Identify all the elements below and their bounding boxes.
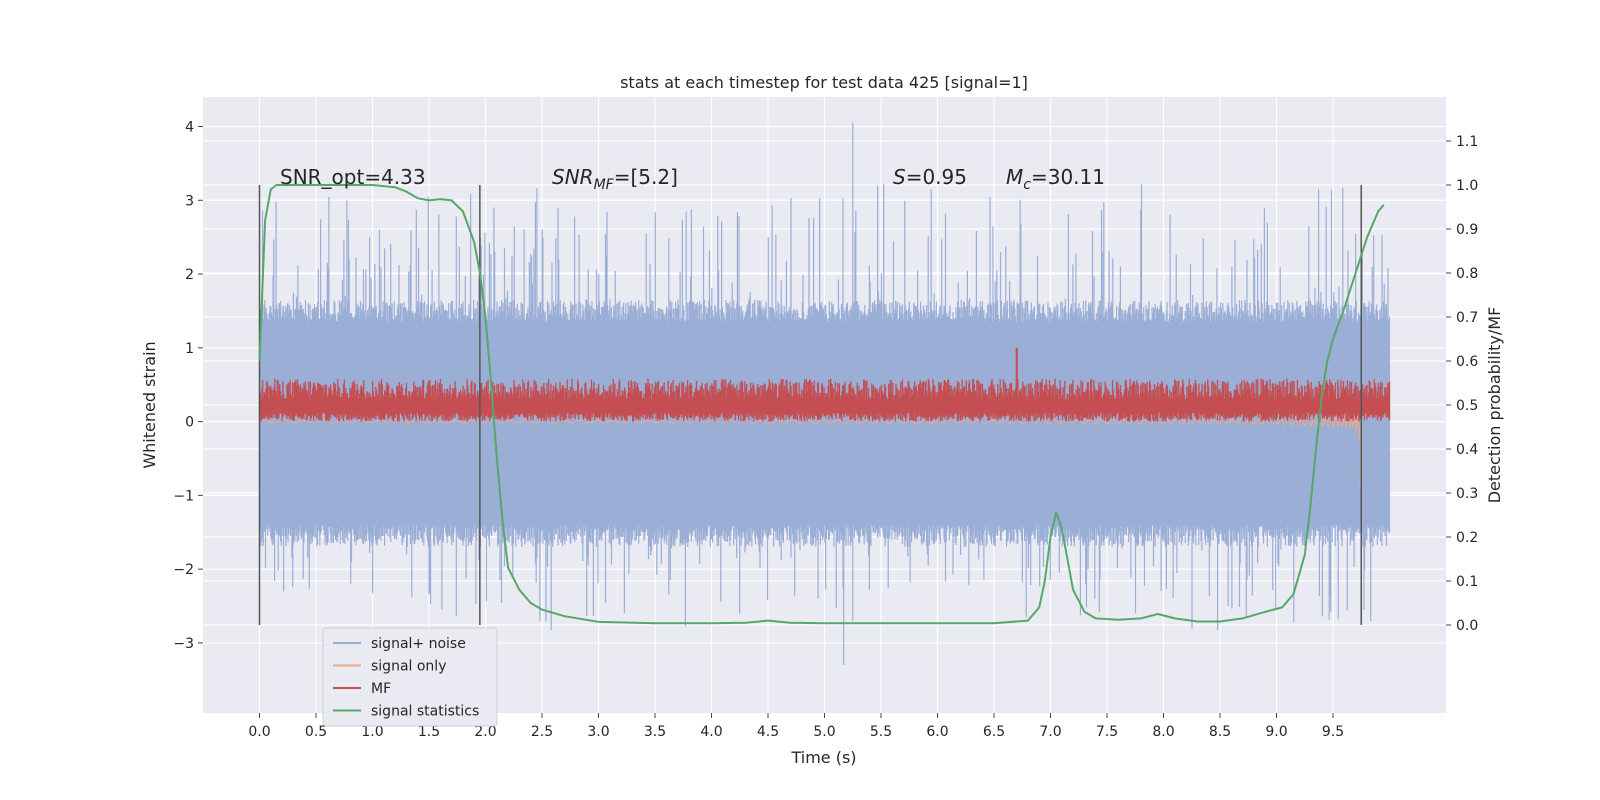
right-y-tick-label: 0.0 — [1456, 618, 1478, 634]
x-tick-label: 6.0 — [926, 724, 948, 740]
s-label: S — [893, 165, 906, 189]
right-y-tick-label: 1.0 — [1456, 178, 1478, 194]
x-axis-ticks: 0.0 0.5 1.0 1.5 2.0 2.5 3.0 3.5 4.0 4.5 5.0 5.5 6.0 6… — [248, 713, 1344, 740]
x-tick-label: 6.5 — [983, 724, 1005, 740]
right-y-axis-ticks: 1.1 1.0 0.9 0.8 0.7 0.6 0.5 0.4 0.3 0.2 0.1 0.0 — [1446, 134, 1478, 634]
right-y-tick-label: 0.2 — [1456, 530, 1478, 546]
y-tick-label: 2 — [185, 267, 194, 283]
annotation-snr-mf: SNRMF=[5.2] — [552, 165, 678, 193]
x-tick-label: 9.0 — [1265, 724, 1287, 740]
signal-statistics-line — [258, 184, 1385, 625]
legend-label: MF — [371, 681, 391, 697]
x-tick-label: 1.5 — [418, 724, 440, 740]
x-tick-label: 3.0 — [587, 724, 609, 740]
x-tick-label: 1.0 — [361, 724, 383, 740]
signal-only-trace — [259, 392, 1362, 489]
snr-mf-base: SNR — [552, 165, 594, 189]
signal-noise-core — [259, 322, 1390, 522]
x-tick-label: 4.0 — [700, 724, 722, 740]
x-tick-label: 0.5 — [305, 724, 327, 740]
chart-title: stats at each timestep for test data 425… — [620, 73, 1028, 92]
y-tick-label: 0 — [185, 415, 194, 431]
right-y-tick-label: 1.1 — [1456, 134, 1478, 150]
right-y-tick-label: 0.7 — [1456, 310, 1478, 326]
right-y-tick-label: 0.3 — [1456, 486, 1478, 502]
right-y-tick-label: 0.9 — [1456, 222, 1478, 238]
y-tick-label: 1 — [185, 341, 194, 357]
y-tick-label: −1 — [173, 488, 194, 504]
x-tick-label: 9.5 — [1322, 724, 1344, 740]
y-axis-label: Whitened strain — [140, 341, 159, 468]
mc-subscript: c — [1023, 177, 1031, 193]
right-y-axis-label: Detection probability/MF — [1485, 307, 1504, 504]
series-signal-only — [259, 392, 1362, 489]
legend-label: signal statistics — [371, 704, 479, 720]
x-tick-label: 8.0 — [1152, 724, 1174, 740]
right-y-tick-label: 0.5 — [1456, 398, 1478, 414]
y-axis-ticks: 4 3 2 1 0 −1 −2 −3 — [173, 120, 203, 652]
annotation-snr-opt: SNR_opt=4.33 — [280, 165, 426, 189]
right-y-tick-label: 0.1 — [1456, 574, 1478, 590]
right-y-tick-label: 0.8 — [1456, 266, 1478, 282]
y-tick-label: 4 — [185, 120, 194, 136]
x-tick-label: 2.5 — [531, 724, 553, 740]
x-tick-label: 7.5 — [1096, 724, 1118, 740]
x-axis-label: Time (s) — [790, 748, 856, 767]
series-signal-statistics — [258, 184, 1385, 625]
x-tick-label: 4.5 — [757, 724, 779, 740]
mc-base: M — [1006, 165, 1023, 189]
right-y-tick-label: 0.6 — [1456, 354, 1478, 370]
right-y-tick-label: 0.4 — [1456, 442, 1478, 458]
mc-value: =30.11 — [1031, 165, 1105, 189]
x-tick-label: 2.0 — [474, 724, 496, 740]
annotation-s: S=0.95 — [893, 165, 967, 189]
x-tick-label: 5.5 — [870, 724, 892, 740]
x-tick-label: 8.5 — [1209, 724, 1231, 740]
series-signal-noise — [258, 122, 1391, 665]
snr-mf-subscript: MF — [594, 177, 615, 193]
annotation-mc: Mc=30.11 — [1006, 165, 1105, 193]
s-value: =0.95 — [906, 165, 967, 189]
y-tick-label: 3 — [185, 193, 194, 209]
legend: signal+ noise signal only MF signal statist… — [322, 627, 498, 727]
x-tick-label: 3.5 — [644, 724, 666, 740]
legend-box — [322, 627, 498, 727]
snr-mf-value: =[5.2] — [614, 165, 678, 189]
y-tick-label: −2 — [173, 562, 194, 578]
x-tick-label: 5.0 — [813, 724, 835, 740]
x-tick-label: 7.0 — [1039, 724, 1061, 740]
legend-label: signal only — [371, 659, 446, 675]
x-tick-label: 0.0 — [248, 724, 270, 740]
y-tick-label: −3 — [173, 636, 194, 652]
legend-label: signal+ noise — [371, 636, 466, 652]
